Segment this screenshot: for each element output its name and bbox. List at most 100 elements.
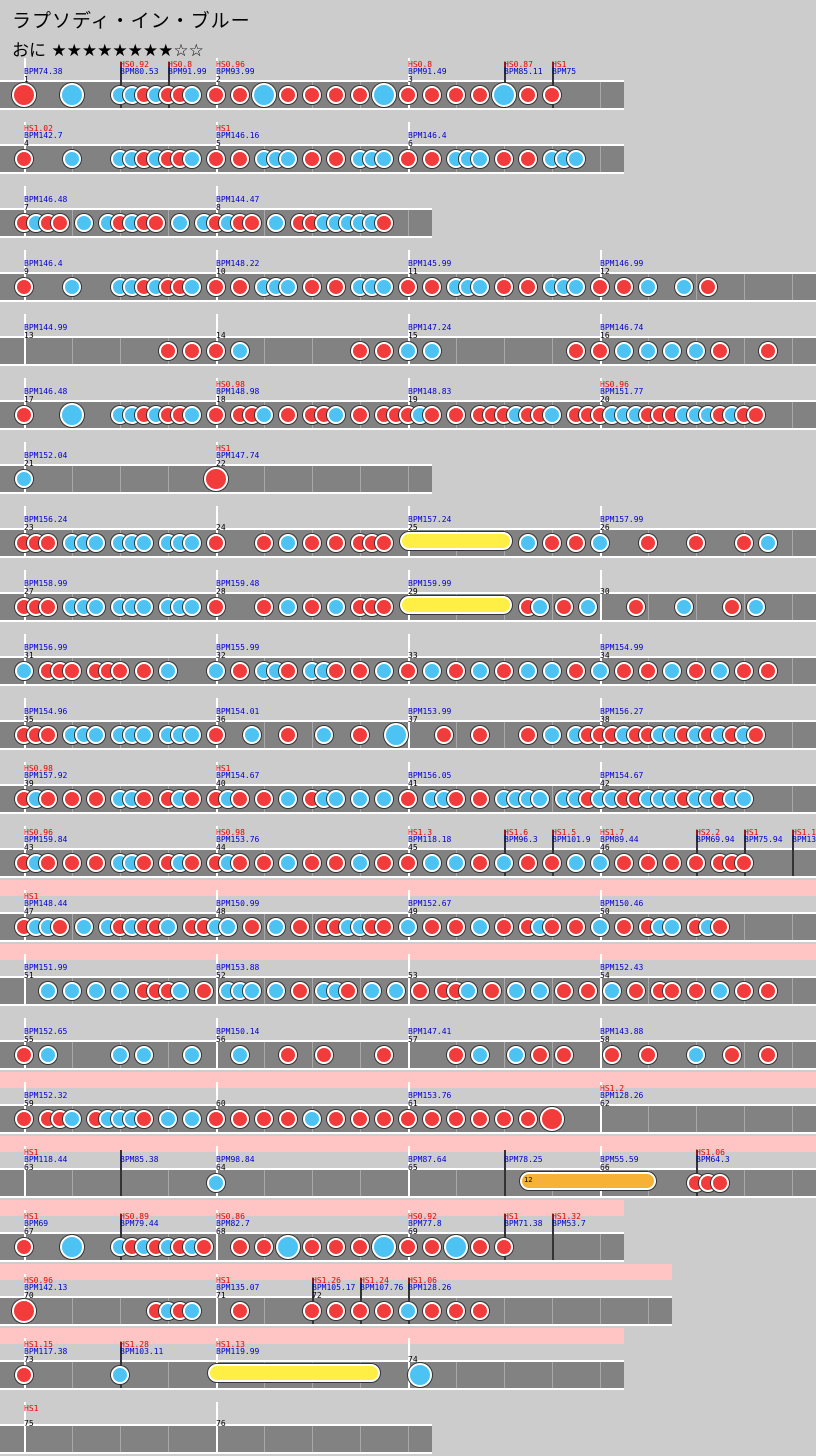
beat-line (408, 210, 409, 236)
bpm-label: BPM150.46 (600, 899, 644, 908)
bpm-label: BPM118.18 (408, 835, 452, 844)
bar-line (600, 1082, 602, 1132)
bpm-label: BPM118.44 (24, 1155, 68, 1164)
beat-line (360, 978, 361, 1004)
ka-note (507, 1046, 525, 1064)
big-ka-note (492, 83, 516, 107)
don-note (351, 406, 369, 424)
beat-line (792, 274, 793, 300)
measure-number: 38 (600, 715, 610, 724)
big-ka-note (60, 83, 84, 107)
measure-number: 49 (408, 907, 418, 916)
beat-line (264, 1170, 265, 1196)
bpm-label: BPM77.8 (408, 1219, 442, 1228)
bar-line (408, 122, 410, 172)
scroll-speed-label: HS1.26 (312, 1276, 341, 1285)
don-note (207, 86, 225, 104)
measure-number: 63 (24, 1163, 34, 1172)
don-note (615, 662, 633, 680)
scroll-speed-label: HS0.96 (24, 828, 53, 837)
don-note (423, 86, 441, 104)
ka-note (279, 790, 297, 808)
ka-note (591, 662, 609, 680)
event-line (504, 830, 506, 876)
beat-line (72, 1426, 73, 1452)
bpm-label: BPM147.24 (408, 323, 452, 332)
beat-line (744, 594, 745, 620)
measure-number: 47 (24, 907, 34, 916)
gogo-band (0, 1264, 672, 1280)
scroll-speed-label: HS0.96 (600, 380, 629, 389)
big-ka-note (60, 403, 84, 427)
scroll-speed-label: HS1.24 (360, 1276, 389, 1285)
ka-note (447, 854, 465, 872)
ka-note (327, 598, 345, 616)
beat-line (168, 1170, 169, 1196)
bpm-label: BPM98.84 (216, 1155, 255, 1164)
ka-note (183, 406, 201, 424)
bpm-label: BPM146.48 (24, 195, 68, 204)
don-note (327, 86, 345, 104)
beat-line (504, 978, 505, 1004)
don-note (423, 1238, 441, 1256)
don-note (351, 86, 369, 104)
beat-line (792, 914, 793, 940)
bpm-label: BPM146.4 (24, 259, 63, 268)
event-line (120, 1150, 122, 1196)
scroll-speed-label: HS1.06 (696, 1148, 725, 1157)
scroll-speed-label: HS1.15 (24, 1340, 53, 1349)
beat-line (792, 658, 793, 684)
don-note (303, 278, 321, 296)
ka-note (231, 1046, 249, 1064)
don-note (63, 790, 81, 808)
measure-number: 30 (600, 587, 610, 596)
don-note (255, 790, 273, 808)
measure-number: 46 (600, 843, 610, 852)
beat-line (552, 978, 553, 1004)
don-note (531, 1046, 549, 1064)
gogo-band (0, 1136, 816, 1152)
ka-note (111, 1366, 129, 1384)
don-note (711, 1174, 729, 1192)
beat-line (72, 338, 73, 364)
ka-note (243, 726, 261, 744)
don-note (723, 598, 741, 616)
ka-note (603, 982, 621, 1000)
bpm-label: BPM53.7 (552, 1219, 586, 1228)
bar-line (24, 890, 26, 940)
beat-line (456, 1170, 457, 1196)
bpm-label: BPM119.99 (216, 1347, 260, 1356)
don-note (327, 1238, 345, 1256)
bpm-label: BPM146.16 (216, 131, 260, 140)
bar-line (216, 1082, 218, 1132)
don-note (279, 1046, 297, 1064)
don-note (231, 790, 249, 808)
don-note (15, 1110, 33, 1128)
measure-number: 27 (24, 587, 34, 596)
ka-note (303, 1110, 321, 1128)
beat-line (600, 1362, 601, 1388)
bpm-label: BPM147.74 (216, 451, 260, 460)
don-note (51, 214, 69, 232)
don-note (567, 534, 585, 552)
don-note (39, 598, 57, 616)
don-note (147, 214, 165, 232)
don-note (399, 1238, 417, 1256)
don-note (615, 918, 633, 936)
don-note (195, 982, 213, 1000)
don-note (759, 982, 777, 1000)
don-note (519, 854, 537, 872)
bar-line (408, 1018, 410, 1068)
ka-note (135, 598, 153, 616)
event-line (120, 62, 122, 108)
measure-number: 34 (600, 651, 610, 660)
don-note (375, 342, 393, 360)
don-note (399, 1110, 417, 1128)
ka-note (519, 534, 537, 552)
ka-note (711, 982, 729, 1000)
measure-number: 5 (216, 139, 221, 148)
measure-number: 76 (216, 1419, 226, 1428)
don-note (759, 342, 777, 360)
bar-line (600, 1018, 602, 1068)
big-ka-note (444, 1235, 468, 1259)
